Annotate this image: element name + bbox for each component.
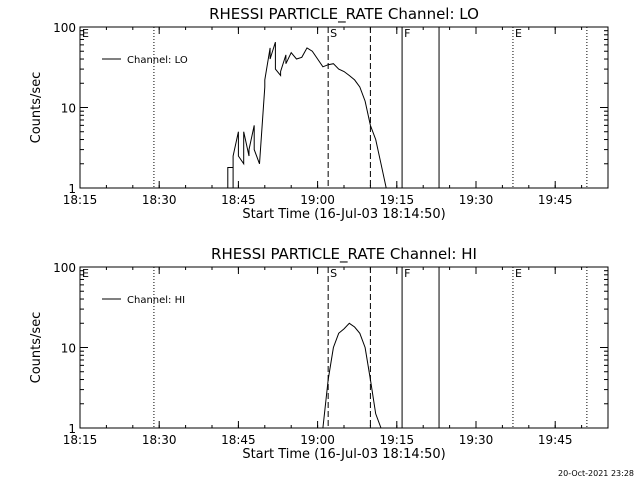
time-marker-label: S [330, 27, 337, 40]
x-axis-label: Start Time (16-Jul-03 18:14:50) [242, 447, 445, 462]
y-tick-label: 10 [61, 342, 76, 356]
x-tick-label: 19:45 [538, 433, 573, 447]
y-tick-label: 1 [68, 422, 76, 436]
time-marker-label: F [404, 267, 410, 280]
plot-frame [79, 26, 609, 189]
x-tick-label: 19:00 [300, 193, 335, 207]
x-tick-label: 19:30 [459, 433, 494, 447]
x-tick-label: 19:00 [300, 433, 335, 447]
time-marker-label: E [515, 267, 522, 280]
data-series-line [322, 322, 382, 429]
y-axis-label: Counts/sec [29, 312, 44, 384]
x-axis-label: Start Time (16-Jul-03 18:14:50) [242, 207, 445, 222]
chart-panel: RHESSI PARTICLE_RATE Channel: HI E S F E 18:1… [29, 245, 609, 462]
legend-entry: Channel: LO [127, 55, 188, 66]
x-tick-label: 19:30 [459, 193, 494, 207]
x-tick-label: 19:15 [380, 193, 415, 207]
chart-title: RHESSI PARTICLE_RATE Channel: HI [211, 245, 477, 264]
time-marker-label: E [82, 267, 89, 280]
y-tick-label: 100 [53, 261, 76, 275]
time-marker-label: E [515, 27, 522, 40]
plot-timestamp: 20-Oct-2021 23:28 [558, 469, 634, 478]
plot-frame [79, 266, 609, 429]
chart-title: RHESSI PARTICLE_RATE Channel: LO [209, 5, 479, 24]
y-tick-label: 10 [61, 102, 76, 116]
y-axis-label: Counts/sec [29, 72, 44, 144]
time-marker-label: F [404, 27, 410, 40]
legend: Channel: LO [102, 55, 188, 66]
y-tick-label: 1 [68, 182, 76, 196]
x-tick-label: 18:45 [221, 433, 256, 447]
x-tick-label: 19:45 [538, 193, 573, 207]
x-tick-label: 18:45 [221, 193, 256, 207]
time-marker-label: E [82, 27, 89, 40]
legend-entry: Channel: HI [127, 295, 185, 306]
x-tick-label: 18:15 [63, 433, 98, 447]
data-series-line [227, 41, 387, 189]
x-tick-label: 18:30 [142, 193, 177, 207]
x-tick-label: 18:15 [63, 193, 98, 207]
y-tick-label: 100 [53, 21, 76, 35]
legend: Channel: HI [102, 295, 185, 306]
time-marker-label: S [330, 267, 337, 280]
x-tick-label: 18:30 [142, 433, 177, 447]
chart-panel: RHESSI PARTICLE_RATE Channel: LO E S F E 18:1… [29, 5, 609, 222]
x-tick-label: 19:15 [380, 433, 415, 447]
